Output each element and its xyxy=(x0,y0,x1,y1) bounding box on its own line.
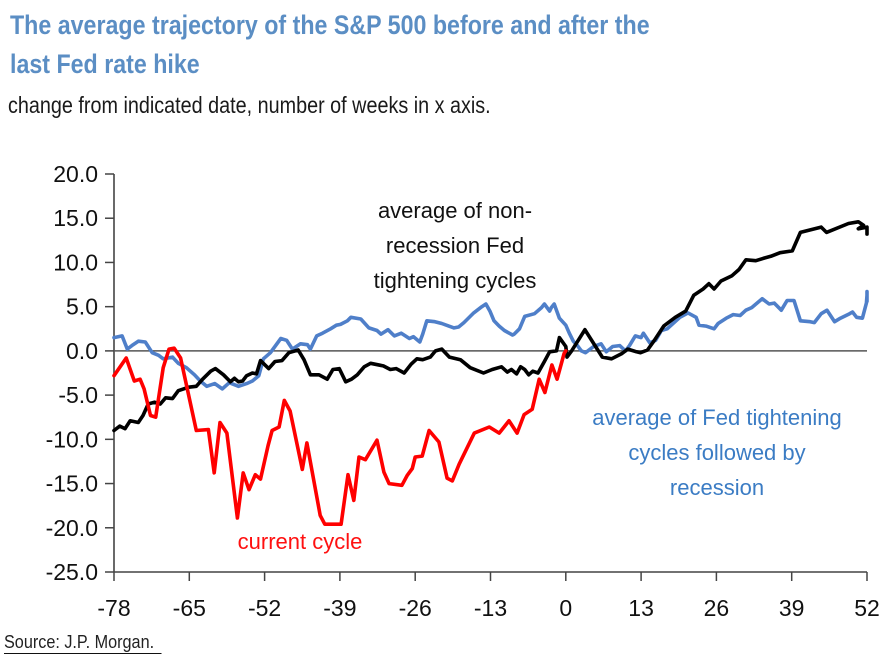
x-tick-label: -52 xyxy=(248,595,281,621)
x-tick-label: -78 xyxy=(97,595,130,621)
series-label-line: recession Fed xyxy=(386,233,524,258)
y-tick-label: -15.0 xyxy=(46,471,98,497)
series-label-line: recession xyxy=(670,475,764,500)
series-label-line: tightening cycles xyxy=(374,268,537,293)
chart-title-line-1: The average trajectory of the S&P 500 be… xyxy=(10,10,650,40)
chart-subtitle: change from indicated date, number of we… xyxy=(8,92,491,118)
source-note: Source: J.P. Morgan. xyxy=(4,631,162,654)
chart-title: The average trajectory of the S&P 500 be… xyxy=(10,6,750,84)
x-tick-label: 26 xyxy=(704,595,730,621)
x-tick-label: 39 xyxy=(779,595,805,621)
chart-title-line-2: last Fed rate hike xyxy=(10,49,200,79)
y-tick-label: 5.0 xyxy=(66,294,98,320)
x-tick-label: 13 xyxy=(628,595,654,621)
x-tick-label: -13 xyxy=(474,595,507,621)
y-tick-label: 10.0 xyxy=(53,249,98,275)
series-label-line: current cycle xyxy=(238,529,363,554)
x-tick-label: -65 xyxy=(173,595,206,621)
x-tick-label: -39 xyxy=(323,595,356,621)
y-tick-label: 15.0 xyxy=(53,205,98,231)
x-tick-label: 0 xyxy=(559,595,572,621)
y-tick-label: -5.0 xyxy=(58,382,98,408)
series-label-line: average of non- xyxy=(378,198,532,223)
axes: 20.0 15.0 10.0 5.0 0.0 -5.0 -10.0 -15.0 -20.0 -25… xyxy=(46,161,880,621)
series-group xyxy=(112,220,869,526)
y-tick-label: -20.0 xyxy=(46,515,98,541)
series-label-2: current cycle xyxy=(238,529,363,554)
y-tick-label: -10.0 xyxy=(46,426,98,452)
y-tick-label: 0.0 xyxy=(66,338,98,364)
annotations: average of Fed tightening cycles followed… xyxy=(238,198,842,554)
series-label-0: average of Fed tightening cycles followed… xyxy=(592,405,842,500)
series-label-line: cycles followed by xyxy=(628,440,805,465)
x-tick-label: -26 xyxy=(399,595,432,621)
series-line-0 xyxy=(112,289,869,391)
series-label-line: average of Fed tightening xyxy=(592,405,842,430)
series-line-2 xyxy=(112,346,568,526)
series-line-1 xyxy=(112,220,869,433)
series-label-1: average of non-recession Fed tightening c… xyxy=(374,198,537,293)
x-tick-label: 52 xyxy=(854,595,880,621)
y-tick-label: 20.0 xyxy=(53,161,98,187)
y-tick-label: -25.0 xyxy=(46,559,98,585)
